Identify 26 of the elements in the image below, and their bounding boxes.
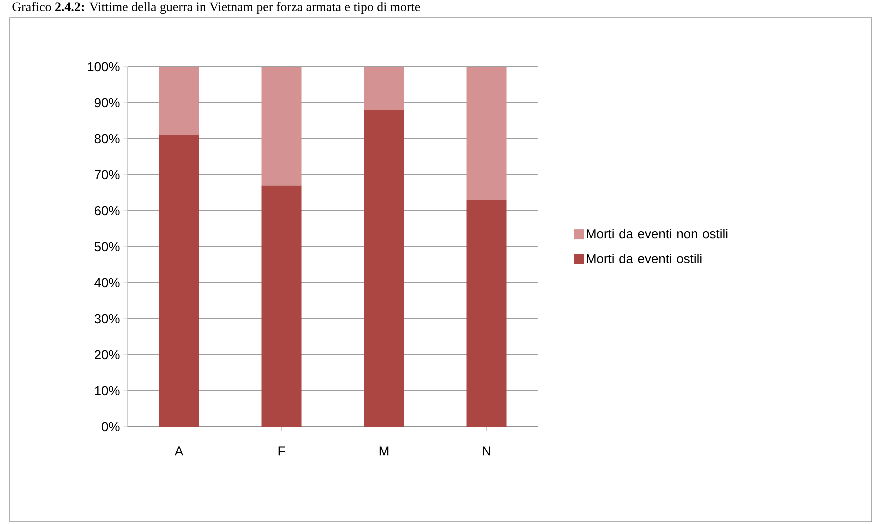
legend-label: Morti da eventi non ostili: [587, 229, 728, 239]
chart-title: Grafico 2.4.2: Vittime della guerra in Vietnam per forza armata e tipo di morte: [12, 2, 420, 14]
x-tick-label: M: [380, 446, 389, 456]
y-tick-label: 40%: [94, 278, 120, 288]
y-tick-label: 30%: [94, 314, 120, 324]
bar: [262, 66, 302, 186]
bar: [466, 66, 507, 200]
y-tick-label: 60%: [94, 206, 120, 216]
y-tick-label: 50%: [94, 242, 120, 252]
bar: [159, 135, 200, 427]
bar: [364, 66, 404, 110]
y-tick-label: 100%: [88, 62, 120, 72]
bar: [159, 66, 200, 136]
y-tick-label: 90%: [94, 98, 120, 108]
x-tick-label: N: [483, 446, 490, 456]
y-tick-label: 20%: [94, 350, 120, 360]
y-tick-label: 80%: [94, 134, 120, 144]
x-tick-label: A: [174, 446, 184, 456]
y-tick-label: 10%: [95, 386, 120, 396]
legend-label: Morti da eventi ostili: [587, 254, 702, 264]
y-tick-label: 70%: [94, 170, 120, 180]
y-tick-label: 0%: [102, 422, 120, 432]
bar: [364, 110, 404, 427]
bar: [262, 186, 302, 427]
x-tick-label: F: [278, 446, 286, 456]
bar: [466, 200, 507, 427]
